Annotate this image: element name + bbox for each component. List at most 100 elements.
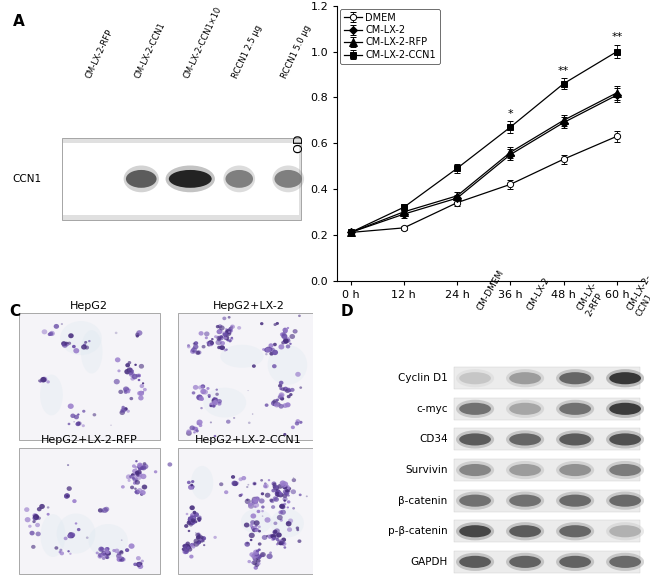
Text: D: D: [341, 304, 353, 319]
Circle shape: [138, 468, 142, 470]
Circle shape: [255, 528, 259, 532]
Circle shape: [188, 520, 194, 525]
Circle shape: [103, 553, 105, 556]
Circle shape: [274, 531, 277, 534]
Circle shape: [233, 417, 235, 419]
Circle shape: [188, 517, 191, 519]
Ellipse shape: [459, 403, 491, 415]
Circle shape: [286, 521, 292, 526]
Circle shape: [129, 475, 133, 478]
Circle shape: [138, 564, 143, 569]
Circle shape: [191, 480, 194, 483]
Circle shape: [256, 550, 259, 552]
Circle shape: [106, 547, 109, 550]
Circle shape: [187, 521, 190, 523]
Circle shape: [278, 344, 284, 349]
Circle shape: [283, 387, 289, 392]
Text: **: **: [611, 33, 623, 43]
Circle shape: [252, 413, 254, 415]
Bar: [454, 459, 640, 481]
Circle shape: [240, 493, 243, 496]
Circle shape: [197, 517, 202, 521]
Circle shape: [248, 560, 251, 563]
Circle shape: [216, 340, 222, 345]
Circle shape: [279, 394, 284, 398]
Circle shape: [266, 347, 272, 352]
Circle shape: [252, 528, 257, 532]
Circle shape: [280, 519, 283, 522]
Circle shape: [183, 543, 189, 549]
Circle shape: [258, 530, 261, 532]
Circle shape: [276, 322, 279, 325]
Circle shape: [135, 333, 140, 336]
Circle shape: [197, 532, 201, 536]
Circle shape: [276, 402, 281, 406]
Circle shape: [283, 338, 289, 343]
Circle shape: [284, 328, 287, 331]
Circle shape: [83, 343, 86, 346]
Circle shape: [254, 503, 259, 508]
Ellipse shape: [456, 522, 494, 540]
Circle shape: [92, 413, 96, 416]
Circle shape: [266, 535, 268, 538]
Circle shape: [212, 398, 216, 402]
Circle shape: [192, 487, 194, 490]
Circle shape: [129, 371, 133, 375]
Circle shape: [131, 475, 137, 480]
Circle shape: [186, 431, 192, 436]
Circle shape: [277, 489, 280, 492]
Circle shape: [255, 499, 257, 501]
Circle shape: [138, 379, 140, 381]
Circle shape: [285, 489, 289, 492]
Circle shape: [226, 329, 231, 334]
Circle shape: [186, 545, 191, 549]
Ellipse shape: [609, 372, 641, 384]
Circle shape: [291, 426, 295, 429]
Circle shape: [265, 485, 267, 488]
Circle shape: [252, 499, 255, 503]
Circle shape: [198, 385, 202, 389]
Circle shape: [255, 563, 259, 567]
Circle shape: [125, 363, 130, 367]
Circle shape: [263, 483, 268, 489]
Circle shape: [194, 427, 198, 431]
Circle shape: [276, 491, 279, 494]
Circle shape: [253, 498, 258, 503]
Circle shape: [142, 484, 148, 490]
Circle shape: [105, 556, 109, 559]
Circle shape: [205, 336, 208, 339]
Circle shape: [278, 395, 283, 399]
Ellipse shape: [226, 170, 253, 188]
Circle shape: [276, 493, 279, 496]
Text: GAPDH: GAPDH: [410, 557, 447, 567]
Circle shape: [75, 422, 80, 426]
Circle shape: [115, 332, 118, 334]
Circle shape: [59, 549, 62, 552]
Circle shape: [281, 538, 286, 542]
Circle shape: [129, 397, 133, 401]
Circle shape: [215, 398, 218, 400]
Circle shape: [116, 557, 122, 562]
Circle shape: [183, 549, 189, 554]
Circle shape: [131, 371, 134, 374]
Circle shape: [121, 539, 123, 541]
Circle shape: [154, 470, 157, 473]
Ellipse shape: [509, 372, 541, 384]
Circle shape: [185, 544, 190, 549]
Circle shape: [239, 494, 242, 497]
Circle shape: [64, 494, 68, 498]
Text: CCN1: CCN1: [12, 174, 42, 184]
Circle shape: [261, 510, 264, 512]
Circle shape: [120, 558, 122, 561]
Circle shape: [77, 423, 79, 425]
Circle shape: [70, 532, 75, 538]
Circle shape: [298, 315, 301, 317]
Circle shape: [237, 326, 241, 329]
Circle shape: [32, 520, 36, 523]
Circle shape: [283, 339, 288, 344]
Circle shape: [214, 435, 216, 437]
Circle shape: [283, 497, 287, 501]
Circle shape: [213, 398, 218, 403]
Circle shape: [296, 529, 299, 531]
Circle shape: [254, 552, 258, 555]
